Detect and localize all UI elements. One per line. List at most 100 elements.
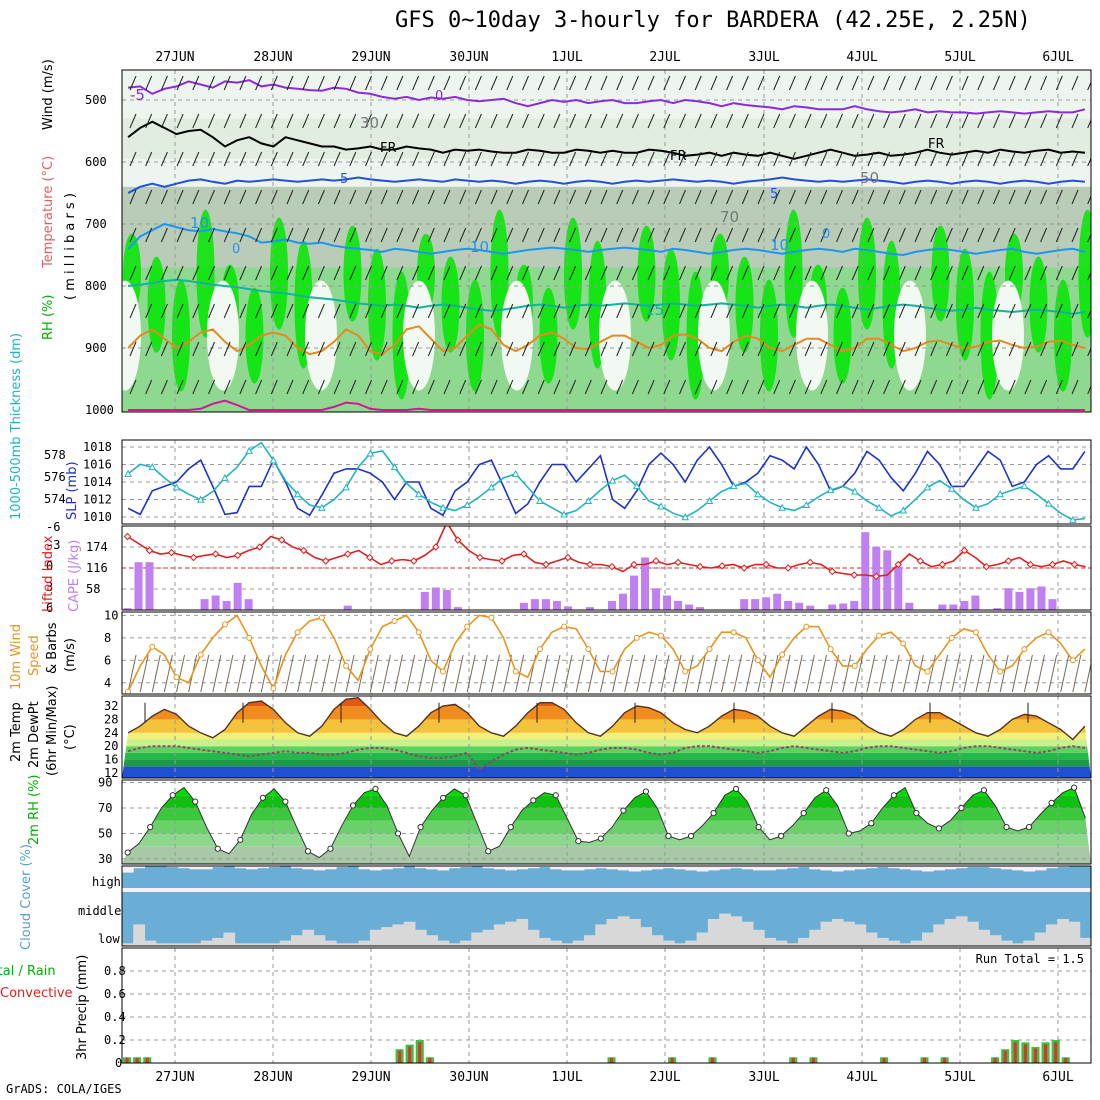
cloud-high-gap (167, 866, 179, 868)
wind-barb (977, 189, 985, 205)
cloud-low-bar (707, 919, 720, 946)
wind-barb (679, 303, 686, 319)
wind-speed-point (658, 632, 665, 639)
wind-barb (286, 113, 294, 129)
wind-barb (551, 654, 561, 693)
rh-point (372, 785, 379, 793)
cloud-high-gap (595, 866, 607, 869)
wind-barb (902, 654, 912, 693)
wind-barb (757, 75, 765, 91)
cape-tick-label: 116 (86, 561, 108, 575)
thickness-point (269, 456, 278, 464)
li-point (718, 562, 726, 570)
wind-barb (616, 189, 624, 205)
wind-speed-point (997, 668, 1004, 675)
li-tick-label: 3 (46, 580, 53, 594)
thickness-point (366, 449, 375, 457)
cloud-low-bar (505, 921, 517, 946)
cloud-low-bar (775, 940, 788, 946)
wind-barb (694, 379, 702, 395)
rh-series (127, 786, 1086, 859)
cloud-label: Cloud Cover (%) (19, 844, 34, 950)
cloud-high-gap (493, 866, 506, 870)
cape-bar (663, 595, 672, 610)
thickness-point (342, 483, 350, 491)
cloud-low-bar (403, 921, 416, 946)
precip-conv-bar (670, 1057, 674, 1063)
li-point (982, 562, 991, 571)
wind-barb (145, 75, 153, 91)
rh-point (214, 845, 221, 852)
wind-barb (569, 341, 577, 357)
cloud-low-bar (674, 943, 686, 946)
li-point (542, 560, 550, 569)
cape-bar (420, 591, 429, 610)
wind-barb (679, 265, 686, 281)
wind-barb (302, 227, 310, 243)
wind-barb (129, 189, 137, 205)
wind-barb (726, 113, 734, 129)
wind-barb (1071, 151, 1079, 167)
wind-barb (286, 227, 294, 243)
temp-label-part: 2m Temp (9, 702, 24, 762)
contour-label: 5 (340, 172, 348, 187)
slp-tick-label: 1016 (83, 458, 112, 472)
li-series (127, 526, 1086, 578)
legend-convective: Convective (0, 986, 73, 1001)
wind-barb (537, 151, 545, 167)
li-point (410, 557, 418, 565)
wind-barb (297, 654, 307, 693)
wind-barb (733, 654, 743, 693)
wind-barb (851, 379, 859, 395)
wind-barb (129, 265, 137, 281)
wind-barb (302, 113, 310, 129)
wind-barb (793, 654, 803, 693)
wind-barb (820, 189, 828, 205)
wind-barb (160, 303, 168, 319)
wind-barb (788, 265, 796, 281)
wind-barb (129, 113, 137, 129)
rh-dry-pocket (992, 280, 1024, 391)
wind-barb (151, 654, 161, 693)
date-label-top: 2JUL (649, 50, 680, 65)
wind-barb (647, 75, 655, 91)
wind-barb (553, 75, 561, 91)
wind-barb (553, 303, 561, 319)
date-label-bottom: 3JUL (748, 1070, 779, 1085)
rh-moist-cell (245, 287, 264, 384)
wind-barb (333, 189, 341, 205)
wind-barb (569, 75, 577, 91)
wind-barb (569, 265, 577, 281)
rh-point (845, 830, 852, 837)
wind-barb (679, 379, 686, 395)
wind-speed-point (779, 651, 786, 658)
cloud-high-gap (1023, 866, 1036, 872)
wind-barb (788, 151, 796, 167)
wind-barb (1008, 151, 1016, 167)
wind-barb (349, 151, 357, 167)
wind-barb (380, 75, 388, 91)
wind-barb (129, 151, 137, 167)
wind-barb (349, 379, 357, 395)
wind-barb (836, 189, 843, 205)
cloud-low-bar (223, 932, 236, 946)
cloud-high-gap (189, 866, 202, 870)
wind-barb (660, 654, 670, 693)
rh-point (1003, 823, 1010, 831)
wind-barb (600, 113, 608, 129)
cloud-high-label: high (92, 875, 121, 889)
wind-barb (506, 341, 514, 357)
date-label-top: 30JUN (449, 50, 488, 65)
wind-speed-point (900, 640, 907, 647)
date-label-bottom: 2JUL (649, 1070, 680, 1085)
cloud-high-gap (426, 866, 438, 870)
wind-barb (993, 379, 1000, 395)
precip-conv-bar (1064, 1057, 1068, 1063)
rh-dry-pocket (894, 280, 926, 391)
rh-moist-cell (1078, 209, 1091, 338)
wind-speed-point (972, 629, 979, 636)
wind-barb (600, 341, 608, 357)
cloud-high-gap (707, 866, 720, 871)
wind-barb (898, 113, 906, 129)
wind-barb (961, 113, 969, 129)
